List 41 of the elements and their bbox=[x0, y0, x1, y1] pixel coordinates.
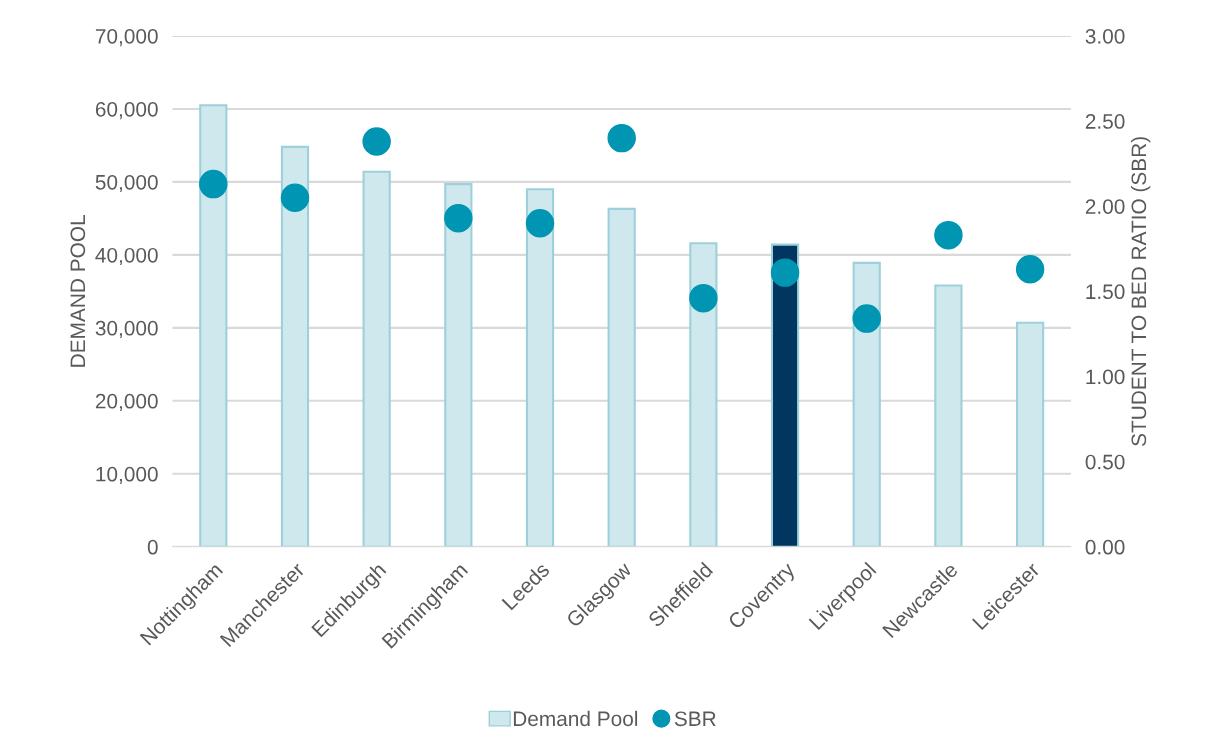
y2-tick-label: 0.00 bbox=[1085, 539, 1125, 555]
y2-tick-label: 2.00 bbox=[1085, 199, 1125, 214]
point bbox=[444, 203, 473, 233]
point bbox=[852, 304, 881, 333]
legend-label: Demand Pool bbox=[513, 710, 638, 727]
y-tick-label: 0 bbox=[147, 539, 158, 555]
y-tick-label: 70,000 bbox=[95, 28, 158, 47]
point bbox=[607, 123, 636, 153]
y-tick-label: 20,000 bbox=[95, 393, 158, 412]
bar bbox=[362, 170, 391, 547]
y-tick-label: 40,000 bbox=[95, 247, 158, 266]
point bbox=[525, 209, 555, 238]
bar bbox=[934, 284, 963, 547]
point bbox=[280, 183, 310, 212]
bar bbox=[280, 145, 310, 547]
bar bbox=[770, 243, 800, 547]
legend-label: SBR bbox=[674, 711, 716, 727]
bar bbox=[444, 183, 473, 547]
bar bbox=[607, 207, 636, 547]
point bbox=[1015, 254, 1045, 284]
y-axis-title: DEMAND POOL bbox=[70, 215, 86, 367]
bar bbox=[689, 242, 718, 547]
point bbox=[689, 283, 718, 313]
y-tick-label: 10,000 bbox=[96, 466, 158, 485]
bar bbox=[199, 104, 228, 547]
y2-tick-label: 1.50 bbox=[1086, 284, 1125, 300]
y2-tick-label: 2.50 bbox=[1085, 114, 1125, 129]
bar bbox=[852, 261, 881, 547]
y2-tick-label: 3.00 bbox=[1085, 28, 1125, 44]
bar bbox=[525, 188, 555, 547]
y-tick-label: 30,000 bbox=[95, 320, 158, 339]
bar bbox=[1015, 321, 1045, 547]
y-tick-label: 60,000 bbox=[95, 101, 158, 120]
point bbox=[199, 169, 228, 199]
y2-axis-title: STUDENT TO BED RATIO (SBR) bbox=[1130, 137, 1151, 446]
y2-tick-label: 0.50 bbox=[1085, 454, 1125, 470]
point bbox=[362, 127, 391, 156]
y-tick-label: 50,000 bbox=[95, 174, 158, 193]
point bbox=[770, 258, 800, 287]
point bbox=[934, 220, 963, 250]
y2-tick-label: 1.00 bbox=[1086, 369, 1125, 385]
